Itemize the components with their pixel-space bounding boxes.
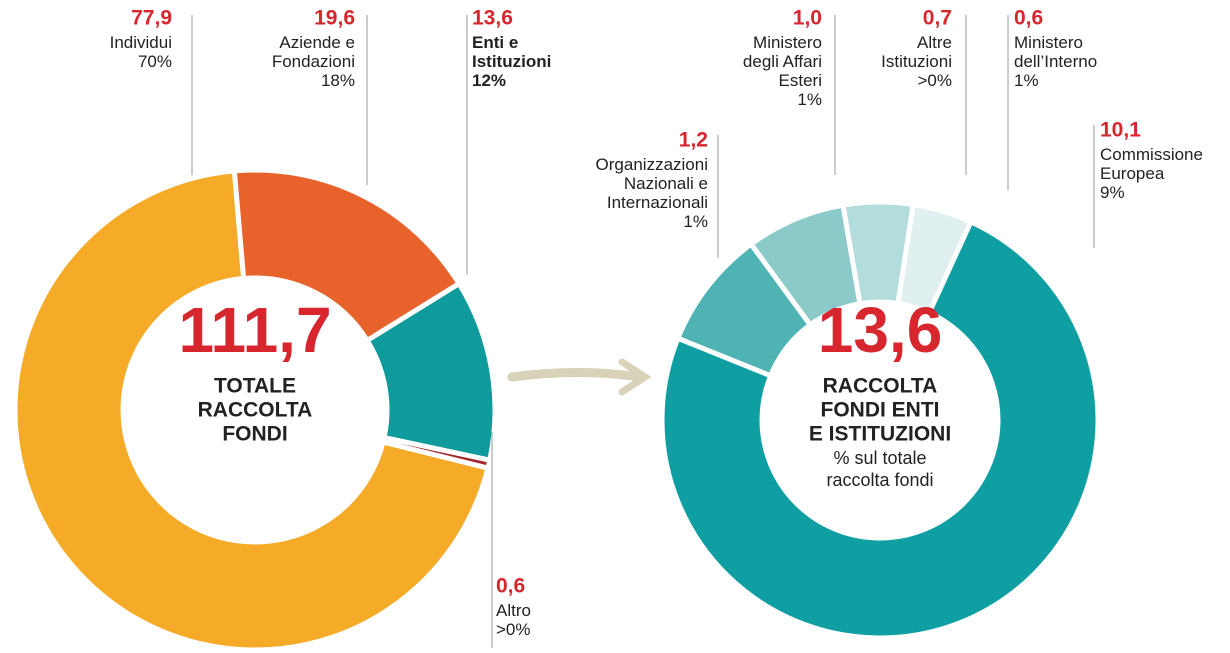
value-label: 0,6 (496, 574, 525, 597)
center-note: raccolta fondi (826, 470, 933, 490)
value-label: 13,6 (472, 6, 513, 29)
share-label: >0% (918, 71, 953, 90)
share-label: 1% (797, 90, 822, 109)
center-title: TOTALE (214, 375, 296, 398)
segment-label: Europea (1100, 164, 1165, 183)
segment-label: Individui (110, 33, 172, 52)
segment-label: Altre (917, 33, 952, 52)
value-label: 77,9 (131, 6, 172, 29)
donut-segment (231, 167, 463, 344)
value-label: 1,0 (793, 6, 822, 29)
value-label: 10,1 (1100, 118, 1141, 141)
donut-segment (659, 218, 1101, 641)
share-label: 1% (683, 212, 708, 231)
segment-label: Commissione (1100, 145, 1203, 164)
arrow-head (618, 358, 652, 396)
segment-label: Esteri (779, 71, 822, 90)
arrow (507, 368, 645, 382)
donut-segment (12, 168, 491, 653)
segment-label: Altro (496, 601, 531, 620)
share-label: 70% (138, 52, 172, 71)
share-label: 12% (472, 71, 506, 90)
segment-label: Aziende e (279, 33, 355, 52)
segment-label: Ministero (753, 33, 822, 52)
center-total: 13,6 (818, 294, 943, 366)
segment-label: Ministero (1014, 33, 1083, 52)
share-label: 1% (1014, 71, 1039, 90)
value-label: 1,2 (679, 128, 708, 151)
segment-label: Istituzioni (881, 52, 952, 71)
segment-label: Istituzioni (472, 52, 551, 71)
center-title: E ISTITUZIONI (809, 423, 951, 446)
segment-label: Organizzazioni (596, 155, 708, 174)
value-label: 0,7 (923, 6, 952, 29)
donut-segment (380, 434, 493, 472)
value-label: 0,6 (1014, 6, 1043, 29)
segment-label: Enti e (472, 33, 518, 52)
center-title: FONDI (222, 423, 287, 446)
segment-label: dell’Interno (1014, 52, 1097, 71)
segment-label: degli Affari (743, 52, 822, 71)
center-total: 111,7 (178, 294, 331, 366)
segment-label: Nazionali e (624, 174, 708, 193)
share-label: 18% (321, 71, 355, 90)
center-title: FONDI ENTI (821, 399, 940, 422)
segment-label: Fondazioni (272, 52, 355, 71)
share-label: 9% (1100, 183, 1125, 202)
center-title: RACCOLTA (823, 375, 938, 398)
center-title: RACCOLTA (198, 399, 313, 422)
share-label: >0% (496, 620, 531, 639)
segment-label: Internazionali (607, 193, 708, 212)
value-label: 19,6 (314, 6, 355, 29)
center-note: % sul totale (833, 448, 926, 468)
